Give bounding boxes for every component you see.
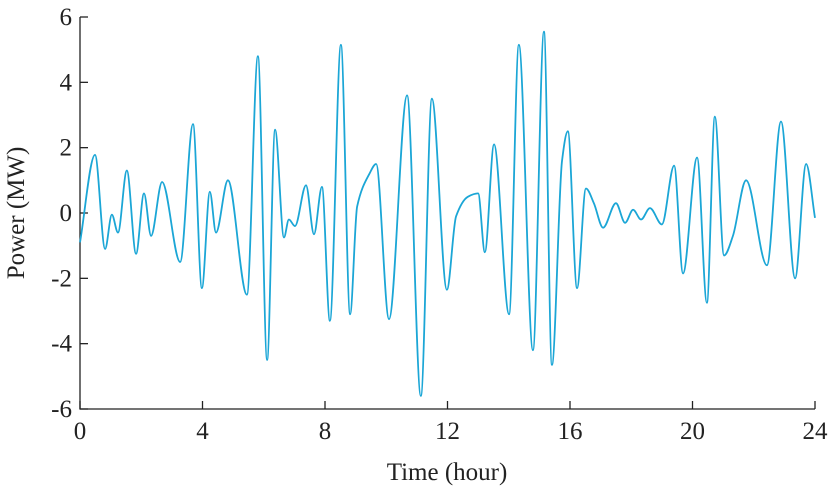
x-tick-label: 8	[319, 418, 332, 445]
y-tick-label: -2	[51, 265, 72, 292]
axes	[79, 17, 815, 410]
y-tick-label: -4	[51, 331, 72, 358]
x-tick-label: 0	[74, 418, 87, 445]
x-axis-label: Time (hour)	[387, 459, 508, 486]
y-tick-label: -6	[51, 396, 72, 423]
line-series	[79, 30, 816, 397]
y-tick-label: 6	[60, 4, 73, 31]
x-tick-label: 24	[803, 418, 829, 445]
y-tick-label: 4	[60, 69, 73, 96]
y-tick-label: 2	[60, 135, 73, 162]
y-axis-label: Power (MW)	[3, 147, 30, 280]
x-tick-label: 12	[435, 418, 460, 445]
x-tick-label: 4	[196, 418, 209, 445]
y-tick-label: 0	[60, 200, 73, 227]
x-tick-label: 20	[680, 418, 705, 445]
x-tick-label: 16	[558, 418, 583, 445]
